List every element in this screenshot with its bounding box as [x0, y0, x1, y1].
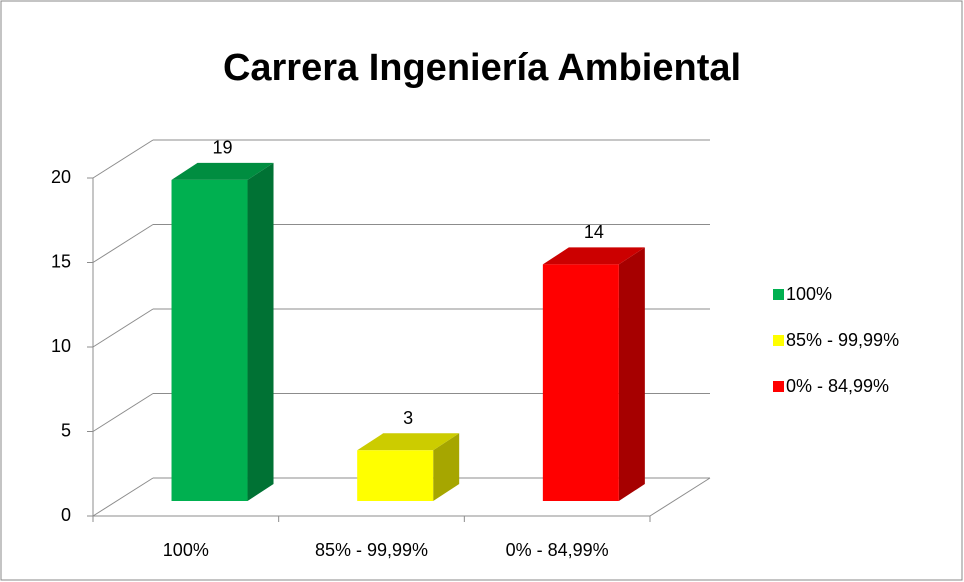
- grid-line: [92, 308, 154, 348]
- bar-top: [542, 247, 645, 265]
- x-tick-label: 100%: [163, 540, 209, 560]
- bar-side: [247, 162, 274, 501]
- y-tick-label: 0: [61, 505, 71, 525]
- legend-label: 0% - 84,99%: [786, 376, 889, 396]
- y-tick-label: 20: [51, 167, 71, 187]
- legend-label: 100%: [786, 284, 832, 304]
- data-label: 3: [403, 408, 413, 428]
- y-tick-label: 5: [61, 420, 71, 440]
- grid-line: [92, 139, 154, 179]
- x-tick-label: 0% - 84,99%: [506, 540, 609, 560]
- legend-swatch: [773, 381, 784, 392]
- grid-line: [92, 393, 154, 432]
- bar: [542, 264, 619, 501]
- y-tick-label: 10: [51, 336, 71, 356]
- data-label: 19: [213, 138, 233, 158]
- x-tick-label: 85% - 99,99%: [315, 540, 428, 560]
- bar-top: [357, 433, 460, 451]
- chart-title: Carrera Ingeniería Ambiental: [223, 47, 741, 89]
- data-label: 14: [584, 222, 604, 242]
- floor-right: [649, 477, 711, 517]
- bar: [357, 450, 434, 501]
- bar-top: [171, 162, 274, 180]
- y-tick-label: 15: [51, 251, 71, 271]
- legend-label: 85% - 99,99%: [786, 330, 899, 350]
- bar-side: [433, 433, 460, 501]
- grid-line: [92, 477, 154, 517]
- grid-line: [92, 224, 154, 263]
- bar-side: [618, 247, 645, 501]
- legend-swatch: [773, 289, 784, 300]
- bar: [171, 179, 248, 501]
- legend-swatch: [773, 335, 784, 346]
